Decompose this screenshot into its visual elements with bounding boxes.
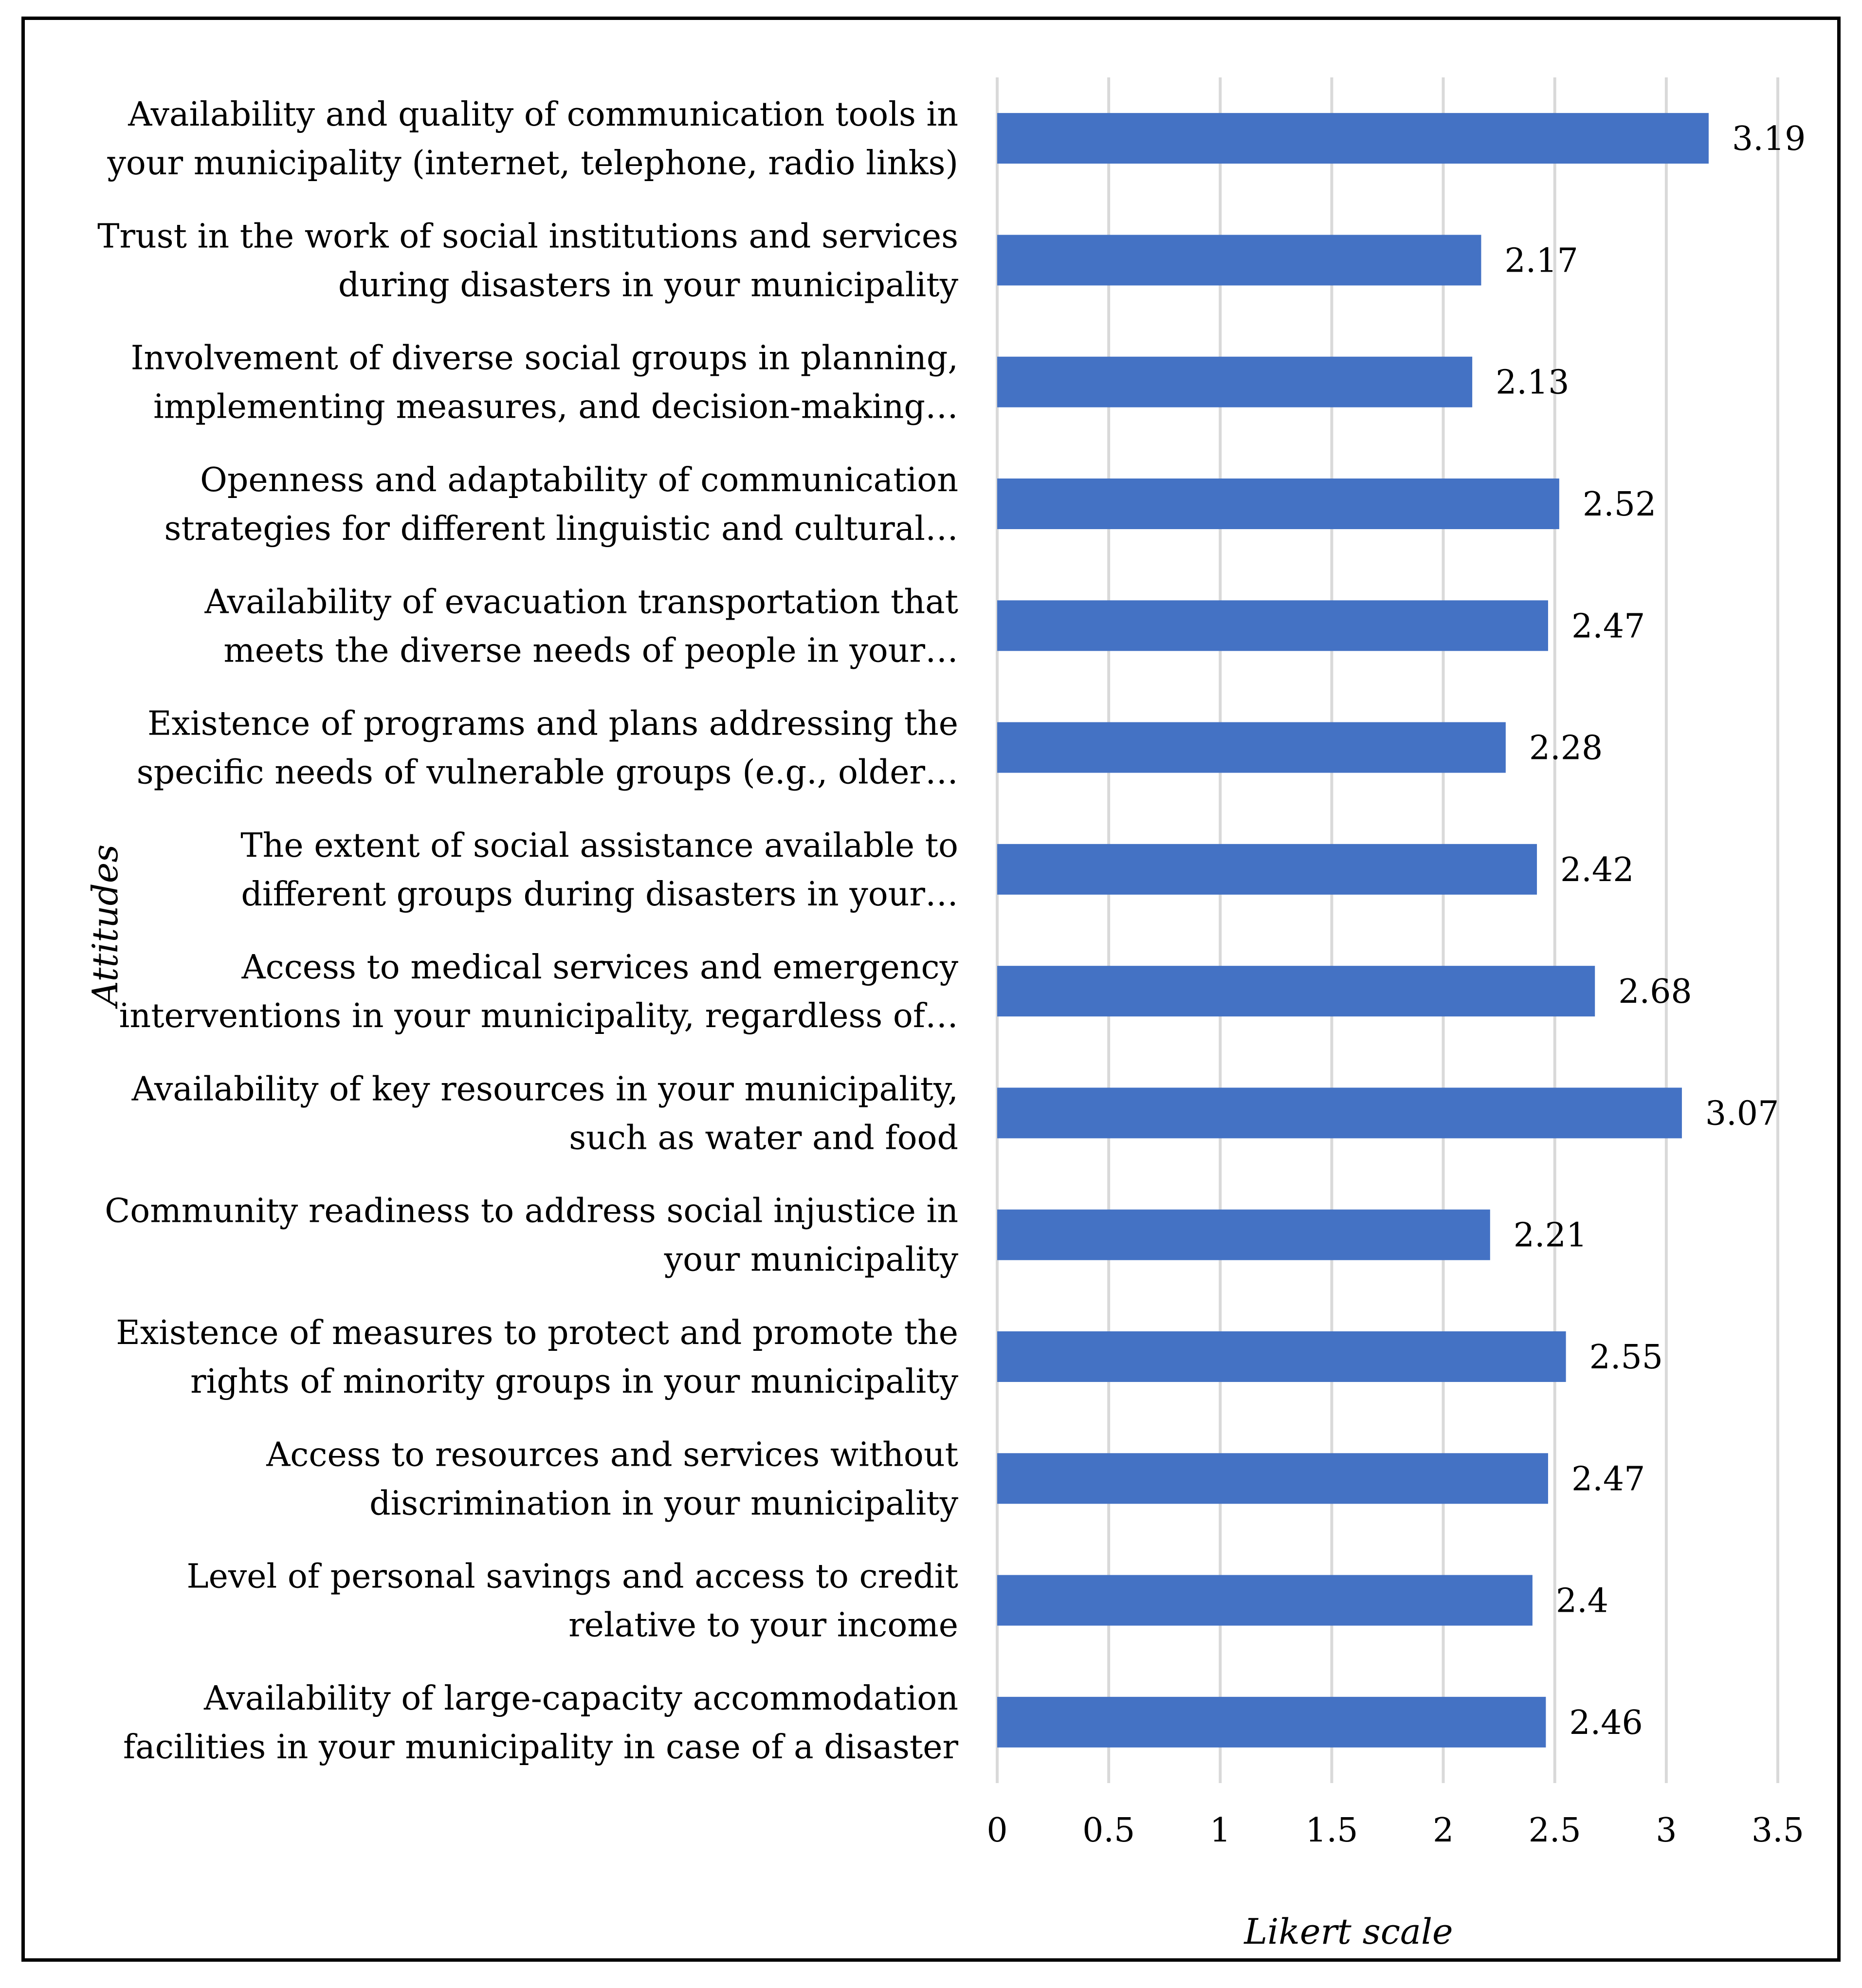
category-label: different groups during disasters in you… — [241, 875, 958, 914]
category-label: Access to resources and services without — [266, 1436, 958, 1474]
x-tick-label: 0.5 — [1082, 1811, 1135, 1850]
data-label: 2.28 — [1529, 729, 1603, 768]
x-tick-label: 1.5 — [1305, 1811, 1358, 1850]
data-label: 2.42 — [1560, 851, 1634, 889]
category-label: Involvement of diverse social groups in … — [131, 339, 958, 378]
category-label: such as water and food — [569, 1119, 958, 1157]
category-label: facilities in your municipality in case … — [123, 1728, 958, 1767]
category-label: Existence of measures to protect and pro… — [116, 1314, 958, 1352]
category-label: your municipality — [664, 1241, 959, 1279]
x-tick-label: 2 — [1433, 1811, 1454, 1850]
category-label: Community readiness to address social in… — [105, 1192, 958, 1231]
data-label: 2.52 — [1583, 485, 1656, 524]
data-label: 2.13 — [1496, 364, 1569, 402]
x-tick-label: 2.5 — [1529, 1811, 1581, 1850]
category-label: Openness and adaptability of communicati… — [200, 461, 958, 499]
category-label: specific needs of vulnerable groups (e.g… — [137, 754, 958, 792]
bar — [997, 235, 1481, 286]
y-axis-title: Attitudes — [85, 845, 126, 1010]
bar-chart: 3.192.172.132.522.472.282.422.683.072.21… — [85, 77, 1806, 1952]
x-tick-label: 1 — [1210, 1811, 1231, 1850]
data-label: 3.07 — [1705, 1094, 1779, 1133]
category-label: rights of minority groups in your munici… — [190, 1362, 958, 1401]
bars — [997, 113, 1709, 1748]
category-label: The extent of social assistance availabl… — [240, 827, 958, 865]
category-label: discrimination in your municipality — [369, 1484, 958, 1523]
x-tick-label: 3 — [1656, 1811, 1677, 1850]
category-labels: Availability and quality of communicatio… — [97, 95, 958, 1767]
bar — [997, 844, 1537, 895]
bar — [997, 1331, 1566, 1382]
bar — [997, 1453, 1548, 1504]
bar — [997, 113, 1709, 164]
bar — [997, 1575, 1533, 1626]
category-label: implementing measures, and decision-maki… — [153, 388, 958, 426]
category-label: Access to medical services and emergency — [241, 948, 959, 987]
bar — [997, 479, 1559, 529]
data-label: 2.47 — [1571, 607, 1645, 645]
data-label: 2.4 — [1556, 1582, 1608, 1620]
x-tick-label: 0 — [986, 1811, 1007, 1850]
bar — [997, 1696, 1546, 1748]
value-labels: 3.19 2.17 2.13 2.52 2.47 2.28 2.42 2.68 3.07 2.21… — [1496, 120, 1806, 1742]
bar — [997, 356, 1473, 407]
category-label: Level of personal savings and access to … — [186, 1558, 958, 1596]
data-label: 3.19 — [1732, 120, 1806, 158]
data-label: 2.55 — [1589, 1338, 1663, 1377]
bar — [997, 1209, 1490, 1260]
data-label: 2.21 — [1514, 1216, 1587, 1255]
category-label: Availability of large-capacity accommoda… — [203, 1679, 958, 1718]
category-label: interventions in your municipality, rega… — [119, 997, 958, 1035]
x-tick-label: 3.5 — [1752, 1811, 1804, 1850]
bar — [997, 600, 1548, 651]
bar — [997, 1087, 1682, 1139]
x-tick-labels: 0 0.5 1 1.5 2 2.5 3 3.5 — [986, 1811, 1804, 1850]
bar — [997, 722, 1506, 773]
category-label: Availability of evacuation transportatio… — [204, 583, 958, 621]
data-label: 2.17 — [1504, 241, 1578, 280]
gridlines — [996, 77, 1779, 1783]
data-label: 2.46 — [1569, 1704, 1643, 1742]
category-label: meets the diverse needs of people in you… — [223, 631, 958, 670]
bar — [997, 966, 1595, 1017]
category-label: Availability and quality of communicatio… — [128, 95, 958, 134]
x-axis-title: Likert scale — [1243, 1911, 1453, 1952]
category-label: Availability of key resources in your mu… — [131, 1070, 958, 1108]
category-label: Trust in the work of social institutions… — [97, 217, 958, 256]
category-label: Existence of programs and plans addressi… — [147, 705, 958, 743]
category-label: your municipality (internet, telephone, … — [107, 144, 958, 183]
category-label: strategies for different linguistic and … — [164, 510, 958, 548]
data-label: 2.47 — [1571, 1460, 1645, 1498]
category-label: during disasters in your municipality — [338, 266, 959, 304]
data-label: 2.68 — [1618, 973, 1692, 1011]
category-label: relative to your income — [568, 1606, 958, 1645]
chart-frame: 3.19 2.17 2.13 2.52 2.47 2.28 2.42 2.68 3.07 2.21… — [21, 17, 1841, 1962]
